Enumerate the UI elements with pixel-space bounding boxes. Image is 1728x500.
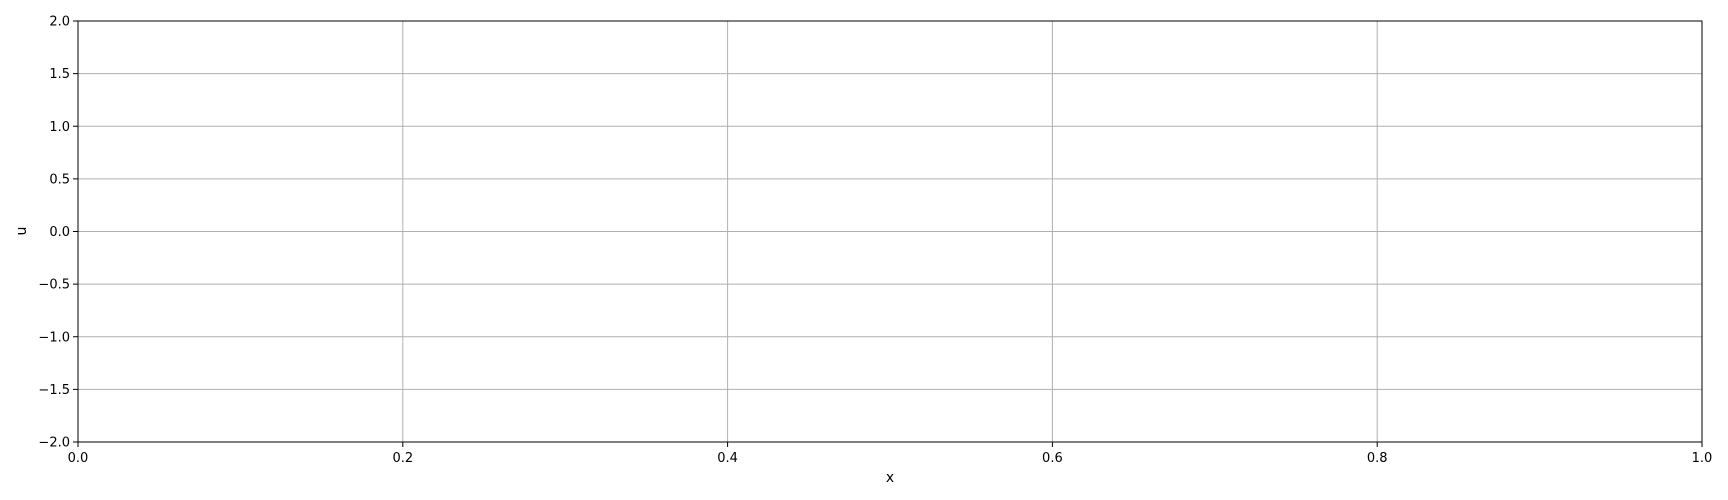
- x-tick-label: 0.8: [1367, 451, 1388, 466]
- x-tick-label: 0.6: [1042, 451, 1063, 466]
- x-tick-label: 1.0: [1692, 451, 1713, 466]
- x-axis-title: x: [886, 470, 894, 486]
- y-tick-label: −0.5: [38, 278, 70, 293]
- y-tick-label: −1.5: [38, 383, 70, 398]
- y-tick-label: 2.0: [49, 15, 70, 30]
- y-tick-label: 0.0: [49, 225, 70, 240]
- y-ticks: 2.0 1.5 1.0 0.5 0.0 −0.5 −1.0 −1.5 −2.0: [38, 15, 78, 451]
- y-tick-label: 1.0: [49, 120, 70, 135]
- y-tick-label: −2.0: [38, 436, 70, 451]
- y-tick-label: −1.0: [38, 330, 70, 345]
- x-tick-label: 0.4: [717, 451, 738, 466]
- x-tick-label: 0.2: [392, 451, 413, 466]
- y-tick-label: 0.5: [49, 172, 70, 187]
- y-axis-title: u: [14, 227, 30, 236]
- x-tick-label: 0.0: [68, 451, 89, 466]
- x-ticks: 0.0 0.2 0.4 0.6 0.8 1.0: [68, 442, 1713, 466]
- y-tick-label: 1.5: [49, 67, 70, 82]
